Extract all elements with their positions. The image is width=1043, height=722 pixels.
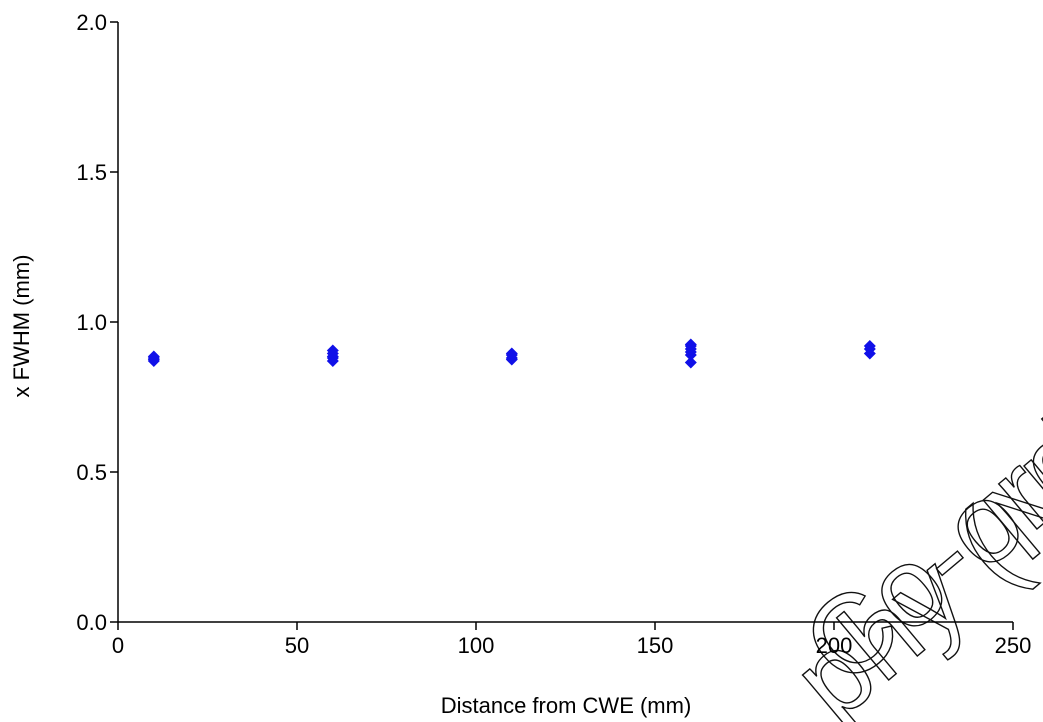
y-axis-title: x FWHM (mm) — [9, 255, 34, 398]
data-point — [684, 338, 697, 351]
watermark-line2: phy (N — [770, 436, 1043, 722]
y-tick-label: 1.0 — [76, 310, 107, 335]
x-axis-title: Distance from CWE (mm) — [441, 693, 692, 718]
y-ticks: 0.0 0.5 1.0 1.5 2.0 — [76, 10, 118, 635]
data-point — [505, 347, 518, 360]
data-point — [863, 340, 876, 352]
data-point — [147, 350, 160, 363]
x-tick-label: 200 — [816, 633, 853, 658]
y-tick-label: 0.0 — [76, 610, 107, 635]
y-tick-label: 1.5 — [76, 160, 107, 185]
x-tick-label: 250 — [995, 633, 1032, 658]
data-points — [147, 338, 876, 369]
y-tick-label: 0.5 — [76, 460, 107, 485]
data-point — [326, 344, 339, 357]
x-tick-label: 0 — [112, 633, 124, 658]
x-tick-label: 150 — [637, 633, 674, 658]
y-tick-label: 2.0 — [76, 10, 107, 35]
x-tick-label: 50 — [285, 633, 309, 658]
axes: 0 50 100 150 200 250 0.0 0.5 1.0 1.5 2.0 — [76, 10, 1031, 658]
x-tick-label: 100 — [458, 633, 495, 658]
x-ticks: 0 50 100 150 200 250 — [112, 622, 1031, 658]
data-point — [684, 356, 697, 369]
